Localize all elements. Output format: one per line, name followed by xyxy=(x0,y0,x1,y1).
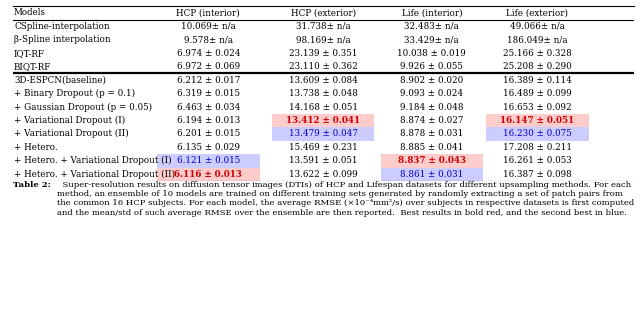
Text: 32.483± n/a: 32.483± n/a xyxy=(404,22,460,31)
Text: Models: Models xyxy=(14,8,46,17)
Text: 16.147 ± 0.051: 16.147 ± 0.051 xyxy=(500,116,575,125)
Text: 15.469 ± 0.231: 15.469 ± 0.231 xyxy=(289,143,358,152)
Bar xyxy=(486,114,589,127)
Text: 6.116 ± 0.013: 6.116 ± 0.013 xyxy=(175,170,243,179)
Text: 8.885 ± 0.041: 8.885 ± 0.041 xyxy=(400,143,463,152)
Bar xyxy=(381,154,483,168)
Text: 10.069± n/a: 10.069± n/a xyxy=(181,22,236,31)
Text: IQT-RF: IQT-RF xyxy=(14,49,45,58)
Text: 6.212 ± 0.017: 6.212 ± 0.017 xyxy=(177,76,240,85)
Bar xyxy=(157,168,260,181)
Text: 8.874 ± 0.027: 8.874 ± 0.027 xyxy=(400,116,463,125)
Text: Super-resolution results on diffusion tensor images (DTIs) of HCP and Lifespan d: Super-resolution results on diffusion te… xyxy=(58,181,635,217)
Text: + Hetero. + Variational Dropout (II): + Hetero. + Variational Dropout (II) xyxy=(14,170,175,179)
Text: 23.139 ± 0.351: 23.139 ± 0.351 xyxy=(289,49,357,58)
Text: 16.230 ± 0.075: 16.230 ± 0.075 xyxy=(503,129,572,139)
Text: 186.049± n/a: 186.049± n/a xyxy=(507,35,568,44)
Text: 23.110 ± 0.362: 23.110 ± 0.362 xyxy=(289,62,358,71)
Text: 16.389 ± 0.114: 16.389 ± 0.114 xyxy=(503,76,572,85)
Text: 9.926 ± 0.055: 9.926 ± 0.055 xyxy=(401,62,463,71)
Text: + Gaussian Dropout (p = 0.05): + Gaussian Dropout (p = 0.05) xyxy=(14,102,152,112)
Text: 17.208 ± 0.211: 17.208 ± 0.211 xyxy=(503,143,572,152)
Text: 14.168 ± 0.051: 14.168 ± 0.051 xyxy=(289,103,358,112)
Text: 16.261 ± 0.053: 16.261 ± 0.053 xyxy=(503,156,572,165)
Text: 8.861 ± 0.031: 8.861 ± 0.031 xyxy=(400,170,463,179)
Text: 49.066± n/a: 49.066± n/a xyxy=(510,22,565,31)
Text: 9.184 ± 0.048: 9.184 ± 0.048 xyxy=(400,103,463,112)
Bar xyxy=(272,127,374,141)
Text: + Hetero.: + Hetero. xyxy=(14,143,58,152)
Bar xyxy=(381,168,483,181)
Text: 13.738 ± 0.048: 13.738 ± 0.048 xyxy=(289,89,358,98)
Text: 6.972 ± 0.069: 6.972 ± 0.069 xyxy=(177,62,240,71)
Text: BIQT-RF: BIQT-RF xyxy=(14,62,51,71)
Text: 6.319 ± 0.015: 6.319 ± 0.015 xyxy=(177,89,240,98)
Text: 6.135 ± 0.029: 6.135 ± 0.029 xyxy=(177,143,240,152)
Text: 8.902 ± 0.020: 8.902 ± 0.020 xyxy=(400,76,463,85)
Text: β-Spline interpolation: β-Spline interpolation xyxy=(14,35,111,44)
Text: 16.387 ± 0.098: 16.387 ± 0.098 xyxy=(503,170,572,179)
Text: 33.429± n/a: 33.429± n/a xyxy=(404,35,460,44)
Text: 6.121 ± 0.015: 6.121 ± 0.015 xyxy=(177,156,240,165)
Text: 9.093 ± 0.024: 9.093 ± 0.024 xyxy=(400,89,463,98)
Bar xyxy=(272,114,374,127)
Text: 6.201 ± 0.015: 6.201 ± 0.015 xyxy=(177,129,240,139)
Text: CSpline-interpolation: CSpline-interpolation xyxy=(14,22,109,31)
Text: 13.622 ± 0.099: 13.622 ± 0.099 xyxy=(289,170,358,179)
Text: 25.166 ± 0.328: 25.166 ± 0.328 xyxy=(503,49,572,58)
Text: 25.208 ± 0.290: 25.208 ± 0.290 xyxy=(503,62,572,71)
Text: 13.412 ± 0.041: 13.412 ± 0.041 xyxy=(286,116,360,125)
Text: Table 2:: Table 2: xyxy=(13,181,51,189)
Text: + Binary Dropout (p = 0.1): + Binary Dropout (p = 0.1) xyxy=(14,89,135,98)
Text: 6.463 ± 0.034: 6.463 ± 0.034 xyxy=(177,103,240,112)
Text: 3D-ESPCN(baseline): 3D-ESPCN(baseline) xyxy=(14,76,106,85)
Text: 8.837 ± 0.043: 8.837 ± 0.043 xyxy=(398,156,466,165)
Text: + Variational Dropout (I): + Variational Dropout (I) xyxy=(14,116,125,125)
Text: HCP (exterior): HCP (exterior) xyxy=(291,8,356,17)
Text: 98.169± n/a: 98.169± n/a xyxy=(296,35,351,44)
Text: 16.653 ± 0.092: 16.653 ± 0.092 xyxy=(503,103,572,112)
Text: 6.194 ± 0.013: 6.194 ± 0.013 xyxy=(177,116,240,125)
Text: HCP (interior): HCP (interior) xyxy=(177,8,240,17)
Text: Life (exterior): Life (exterior) xyxy=(506,8,568,17)
Text: Life (interior): Life (interior) xyxy=(401,8,462,17)
Bar xyxy=(157,154,260,168)
Text: 13.479 ± 0.047: 13.479 ± 0.047 xyxy=(289,129,358,139)
Text: 16.489 ± 0.099: 16.489 ± 0.099 xyxy=(503,89,572,98)
Text: 10.038 ± 0.019: 10.038 ± 0.019 xyxy=(397,49,466,58)
Text: 8.878 ± 0.031: 8.878 ± 0.031 xyxy=(400,129,463,139)
Text: + Hetero. + Variational Dropout (I): + Hetero. + Variational Dropout (I) xyxy=(14,156,172,165)
Text: 31.738± n/a: 31.738± n/a xyxy=(296,22,351,31)
Text: 13.609 ± 0.084: 13.609 ± 0.084 xyxy=(289,76,358,85)
Bar xyxy=(486,127,589,141)
Text: 6.974 ± 0.024: 6.974 ± 0.024 xyxy=(177,49,240,58)
Text: 13.591 ± 0.051: 13.591 ± 0.051 xyxy=(289,156,358,165)
Text: 9.578± n/a: 9.578± n/a xyxy=(184,35,233,44)
Text: + Variational Dropout (II): + Variational Dropout (II) xyxy=(14,129,129,139)
